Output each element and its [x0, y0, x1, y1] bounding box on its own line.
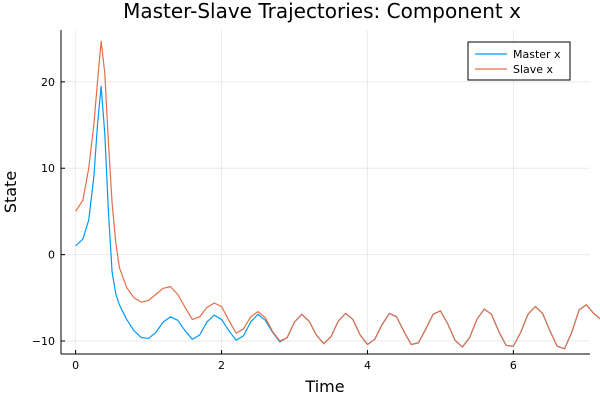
- y-axis-label: State: [1, 171, 20, 213]
- y-tick-label: 10: [41, 162, 55, 175]
- series-layer: [75, 40, 600, 350]
- legend-label-slave-x: Slave x: [513, 63, 554, 76]
- grid: [61, 30, 590, 354]
- ticks: 0 2 4 6 −10 0 10 20: [32, 76, 517, 372]
- y-tick-label: −10: [32, 335, 55, 348]
- legend-box: [467, 41, 571, 81]
- series-line-slave-x: [75, 40, 600, 350]
- x-tick-label: 2: [218, 359, 225, 372]
- plot-frame: [60, 30, 590, 355]
- legend-label-master-x: Master x: [513, 48, 561, 61]
- x-axis-label: Time: [304, 377, 344, 396]
- y-tick-label: 0: [48, 249, 55, 262]
- x-tick-label: 0: [72, 359, 79, 372]
- legend: Master x Slave x: [467, 41, 571, 81]
- y-tick-label: 20: [41, 76, 55, 89]
- x-tick-label: 6: [510, 359, 517, 372]
- series-line-master-x: [75, 85, 600, 350]
- x-tick-label: 4: [364, 359, 371, 372]
- chart-title: Master-Slave Trajectories: Component x: [123, 0, 521, 23]
